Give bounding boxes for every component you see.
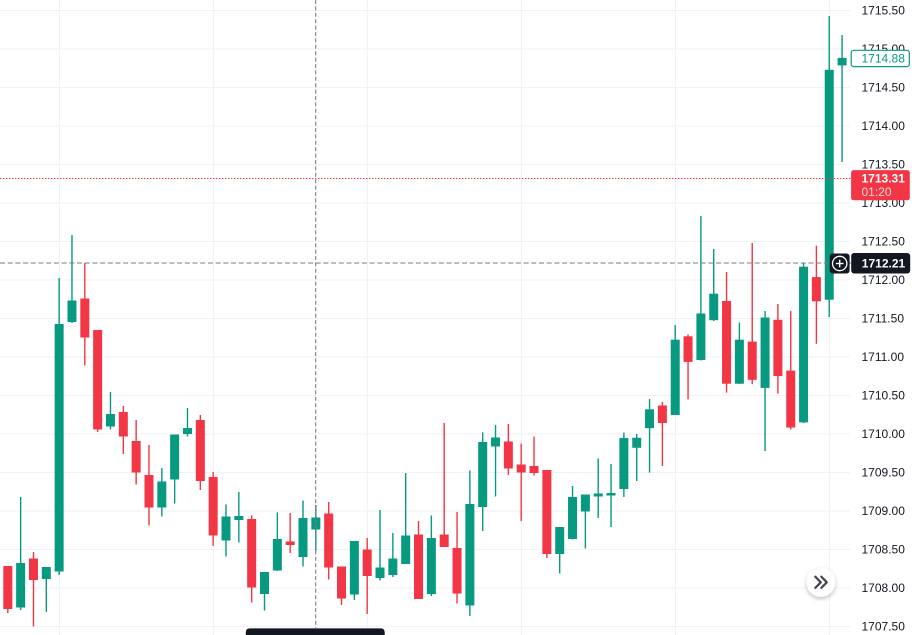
svg-text:1708.50: 1708.50 <box>862 543 906 557</box>
svg-text:1709.50: 1709.50 <box>862 466 906 480</box>
svg-text:1714.00: 1714.00 <box>862 119 906 133</box>
svg-text:1714.50: 1714.50 <box>862 81 906 95</box>
svg-text:1712.21: 1712.21 <box>862 257 906 271</box>
svg-text:1711.00: 1711.00 <box>862 350 905 364</box>
svg-text:1714.88: 1714.88 <box>862 52 906 66</box>
svg-text:1708.00: 1708.00 <box>862 581 906 595</box>
svg-text:1710.50: 1710.50 <box>862 389 906 403</box>
svg-text:1710.00: 1710.00 <box>862 427 906 441</box>
svg-text:1713.50: 1713.50 <box>862 158 906 172</box>
svg-text:1709.00: 1709.00 <box>862 504 906 518</box>
svg-text:1713.31: 1713.31 <box>862 172 906 186</box>
svg-text:1712.00: 1712.00 <box>862 273 906 287</box>
svg-text:1711.50: 1711.50 <box>862 312 905 326</box>
svg-text:1715.50: 1715.50 <box>862 4 906 18</box>
svg-text:1707.50: 1707.50 <box>862 620 906 634</box>
svg-text:1712.50: 1712.50 <box>862 235 906 249</box>
svg-text:01:20: 01:20 <box>862 185 892 199</box>
